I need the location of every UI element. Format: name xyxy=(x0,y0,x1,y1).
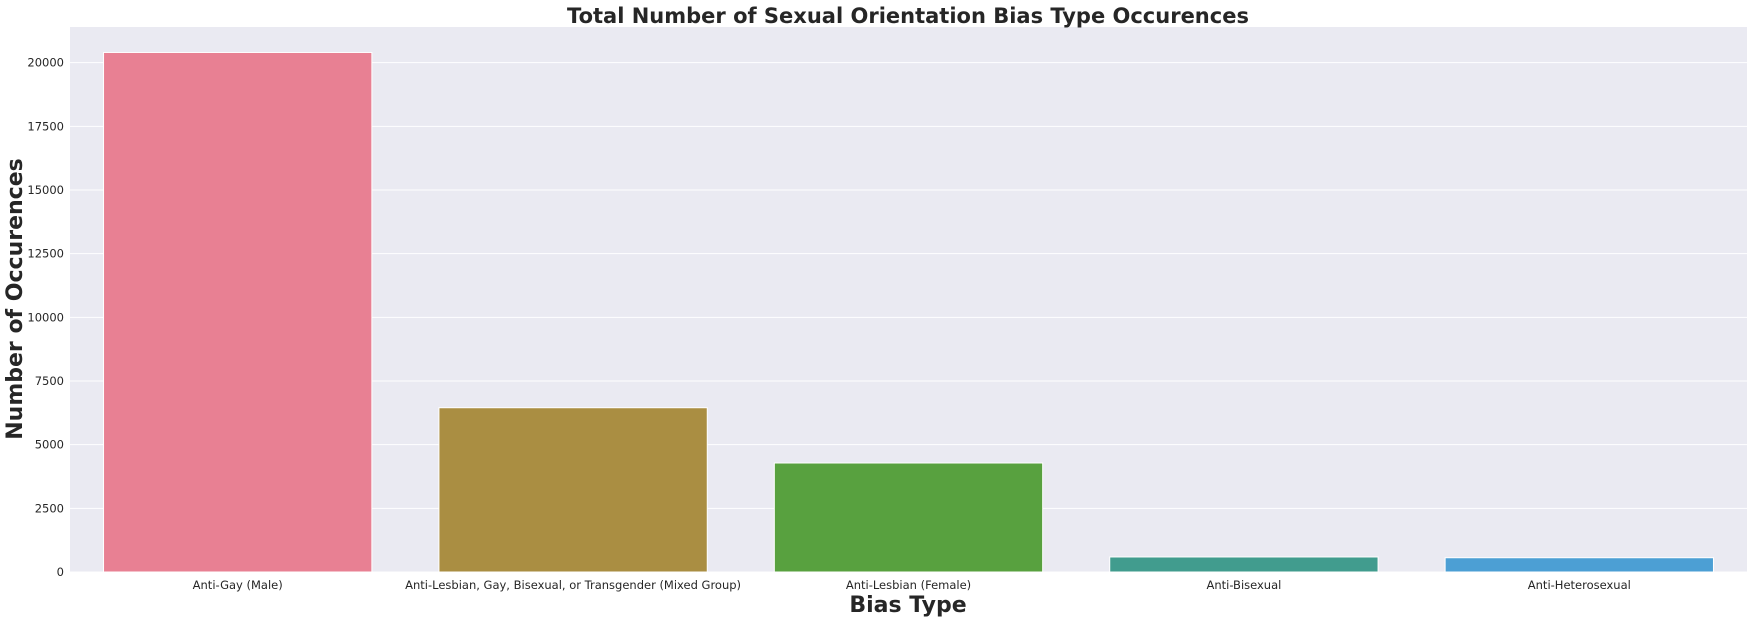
bar xyxy=(438,407,708,573)
y-tick-label: 20000 xyxy=(27,56,64,70)
bar xyxy=(103,51,373,573)
y-axis-label: Number of Occurences xyxy=(3,158,28,439)
x-axis-label: Bias Type xyxy=(849,593,966,618)
x-tick-label: Anti-Lesbian, Gay, Bisexual, or Transgen… xyxy=(405,578,741,592)
y-tick-label: 10000 xyxy=(27,310,64,324)
y-tick-label: 7500 xyxy=(35,374,64,388)
y-tick-label: 15000 xyxy=(27,183,64,197)
x-tick-labels: Anti-Gay (Male) Anti-Lesbian, Gay, Bisexu… xyxy=(193,578,1631,592)
x-tick-label: Anti-Bisexual xyxy=(1206,578,1281,592)
bar xyxy=(1109,556,1379,573)
x-tick-label: Anti-Heterosexual xyxy=(1528,578,1631,592)
bar xyxy=(1444,557,1714,573)
y-tick-label: 0 xyxy=(57,565,64,579)
x-tick-label: Anti-Gay (Male) xyxy=(193,578,283,592)
x-tick-label: Anti-Lesbian (Female) xyxy=(846,578,971,592)
y-tick-labels: 0 2500 5000 7500 10000 12500 15000 17500 20000 xyxy=(27,56,64,579)
y-tick-label: 17500 xyxy=(27,119,64,133)
y-tick-label: 5000 xyxy=(35,438,64,452)
y-tick-label: 12500 xyxy=(27,247,64,261)
bar xyxy=(773,462,1044,573)
chart-title: Total Number of Sexual Orientation Bias … xyxy=(567,4,1249,28)
bars xyxy=(103,51,1714,573)
y-tick-label: 2500 xyxy=(35,501,64,515)
